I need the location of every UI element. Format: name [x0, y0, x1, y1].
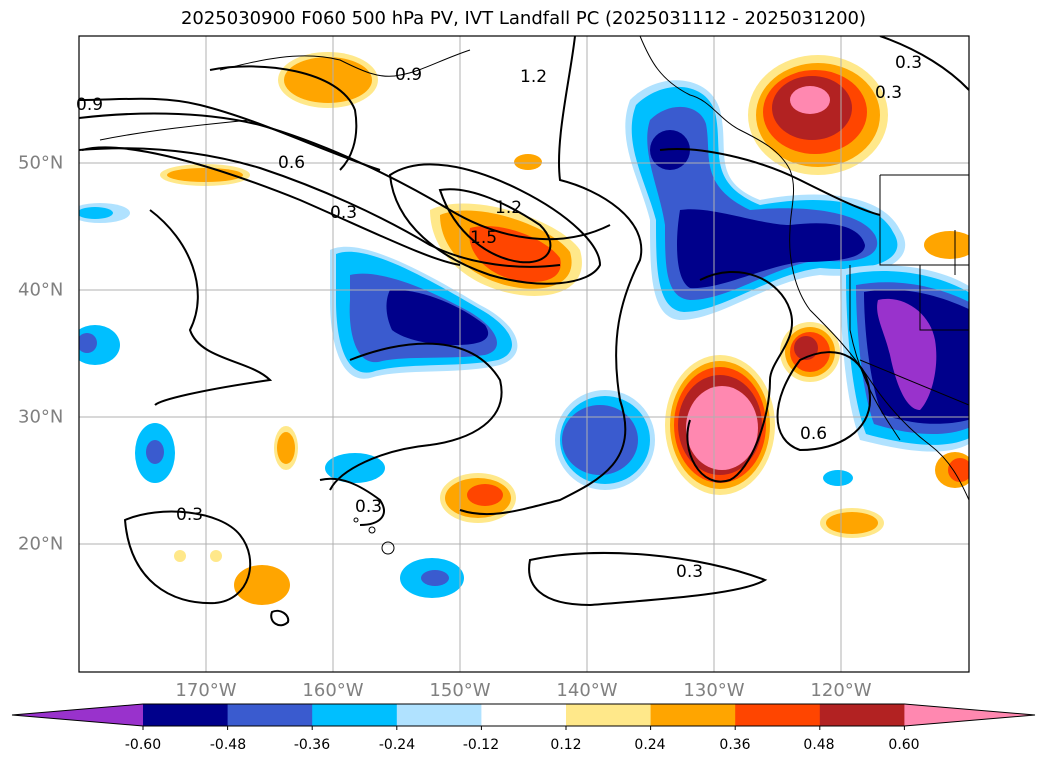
pc-negative-region-california [840, 265, 969, 452]
colorbar-segment [481, 704, 567, 726]
contour-label-group: 0.9 0.9 1.2 0.3 0.3 0.6 0.3 1.2 1.5 0.6 … [76, 53, 922, 582]
colorbar [11, 703, 1036, 730]
lon-tick-label: 160°W [302, 680, 364, 701]
pc-positive-region-subtropical [665, 322, 840, 495]
lat-tick-label: 40°N [18, 279, 64, 301]
lat-tick-label: 30°N [18, 406, 64, 428]
gridlines [79, 36, 969, 672]
contour-label: 0.6 [800, 424, 827, 444]
contour-label: 1.2 [520, 67, 547, 87]
pv-contours [79, 36, 969, 607]
colorbar-extend-min [12, 704, 143, 726]
colorbar-tick-label: 0.24 [634, 737, 666, 753]
lat-tick-label: 20°N [18, 533, 64, 555]
colorbar-tick-label: 0.12 [550, 737, 582, 753]
colorbar-segment [735, 704, 821, 726]
contour-label: 1.5 [470, 228, 497, 248]
colorbar-segment [566, 704, 652, 726]
contour-label: 0.3 [176, 505, 203, 525]
map-frame [78, 35, 970, 673]
contour-label: 0.3 [355, 497, 382, 517]
contour-label: 0.3 [330, 203, 357, 223]
contour-label: 0.9 [395, 65, 422, 85]
lat-tick-label: 50°N [18, 152, 64, 174]
pc-negative-region-coast [625, 80, 906, 320]
colorbar-segment [227, 704, 313, 726]
map-title: 2025030900 F060 500 hPa PV, IVT Landfall… [180, 8, 867, 29]
contour-label: 0.9 [76, 95, 103, 115]
colorbar-segment [312, 704, 398, 726]
pc-positive-region-alaska [160, 52, 542, 186]
colorbar-tick-label: -0.36 [293, 737, 331, 753]
contour-label: 0.3 [676, 562, 703, 582]
lon-tick-label: 170°W [175, 680, 237, 701]
coastlines [99, 36, 969, 627]
contour-label: 0.6 [278, 153, 305, 173]
colorbar-extend-max [904, 704, 1035, 726]
colorbar-tick-label: -0.48 [209, 737, 247, 753]
contour-label: 0.3 [895, 53, 922, 73]
colorbar-tick-label: 0.48 [803, 737, 835, 753]
lon-tick-label: 120°W [810, 680, 872, 701]
colorbar-tick-label: 0.36 [719, 737, 751, 753]
lon-tick-label: 140°W [556, 680, 618, 701]
colorbar-tick-label: -0.12 [462, 737, 500, 753]
lon-tick-label: 130°W [683, 680, 745, 701]
colorbar-segment [396, 704, 482, 726]
colorbar-tick-label: -0.60 [124, 737, 162, 753]
colorbar-segment [143, 704, 229, 726]
lon-tick-label: 150°W [429, 680, 491, 701]
contour-label: 0.3 [875, 83, 902, 103]
colorbar-tick-label: 0.60 [888, 737, 920, 753]
contour-label: 1.2 [495, 198, 522, 218]
colorbar-segment [819, 704, 905, 726]
colorbar-tick-label: -0.24 [378, 737, 416, 753]
colorbar-segment [650, 704, 736, 726]
pc-positive-region-canada [748, 55, 888, 175]
